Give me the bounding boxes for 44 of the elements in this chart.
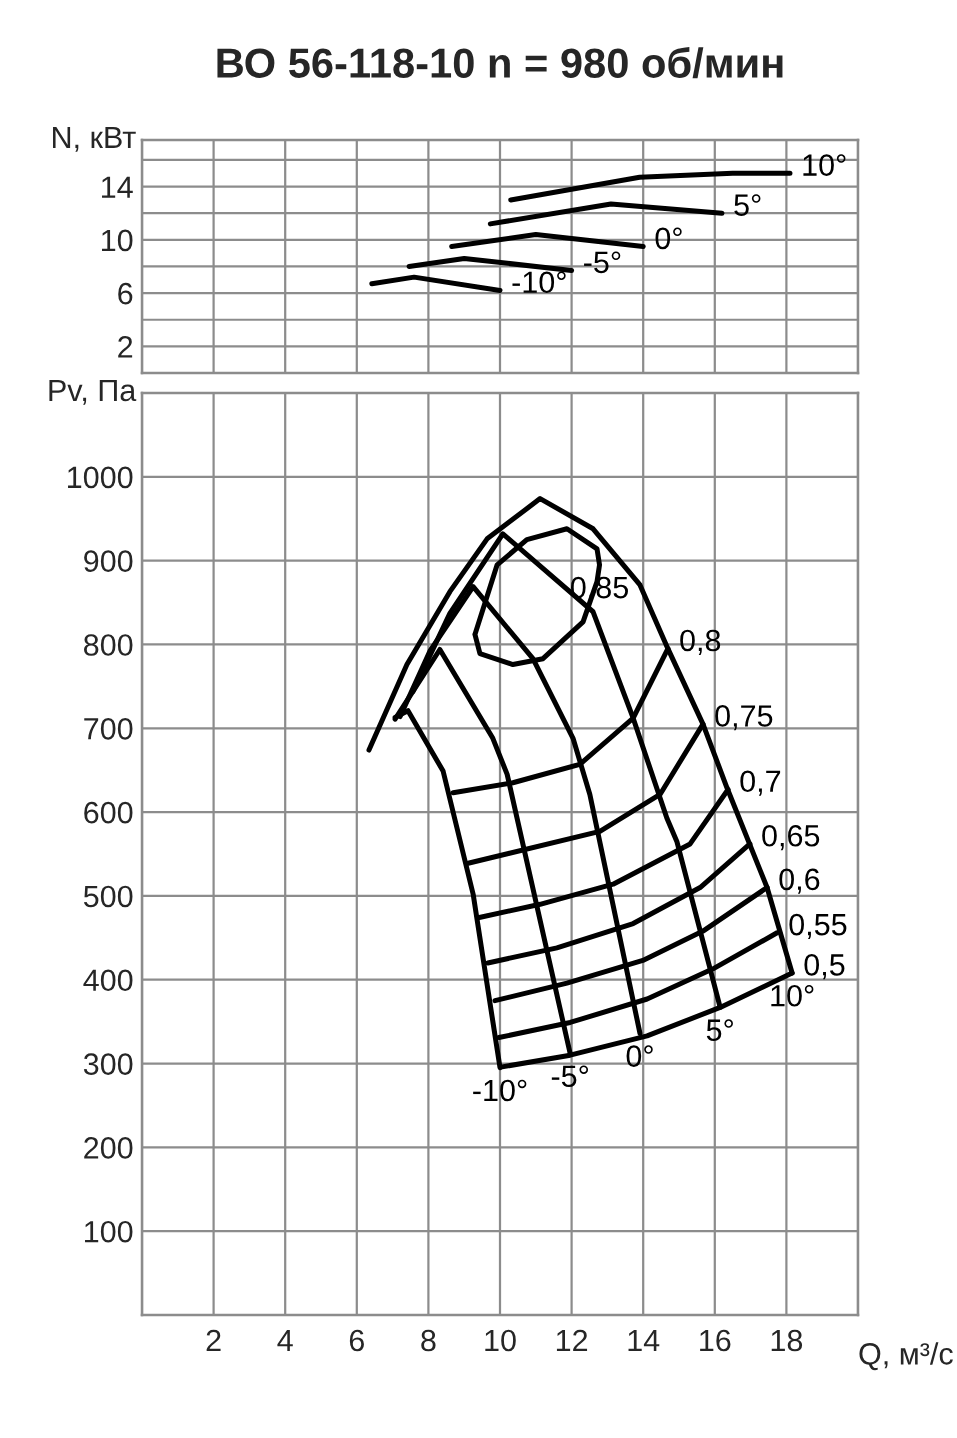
x-tick-label: 6 [349,1329,364,1352]
series-label: 0,55 [789,913,847,940]
y-tick-label: 600 [84,801,133,824]
series-label: -10° [473,1079,527,1102]
y-tick-label: 800 [84,634,133,656]
x-tick-label: 18 [771,1329,803,1352]
x-tick-label: 10 [485,1329,516,1352]
x-tick-label: 12 [556,1329,588,1352]
y-tick-label: 700 [84,718,133,740]
series-label: -5° [584,251,621,274]
y-tick-label: 14 [102,176,133,198]
series-label: -5° [551,1065,589,1088]
series-label: 5° [706,1019,733,1041]
x-axis-title: Q, м³/с [859,1342,953,1371]
x-tick-label: 4 [277,1330,293,1352]
y-tick-label: 200 [84,1137,133,1159]
series-label: 0° [626,1045,653,1067]
x-tick-label: 14 [628,1330,660,1352]
series-label: 0,8 [680,629,721,655]
y-tick-label: 900 [84,550,133,573]
series-label: 10° [771,984,814,1007]
series-label: 5° [734,194,761,216]
series-label: 0,65 [762,824,820,851]
chart-title: ВО 56-118-10 n = 980 об/мин [217,46,783,79]
series-label: 0,6 [779,868,820,894]
y-tick-label: 10 [102,229,133,252]
x-tick-label: 8 [421,1329,436,1352]
series-label: -10° [512,271,566,294]
y-tick-label: 100 [85,1220,133,1243]
y-tick-label: 400 [83,969,133,992]
x-tick-label: 16 [700,1329,731,1352]
y-axis-title: N, кВт [53,126,136,152]
series-label: 0,75 [715,705,773,731]
y-tick-label: 500 [83,885,133,908]
y-axis-title: Pv, Па [49,379,137,405]
series-label: 0,7 [740,770,781,796]
y-tick-label: 300 [83,1053,133,1075]
series-label: 10° [803,154,846,176]
y-tick-label: 6 [118,282,133,305]
series-label: 0° [655,227,682,250]
y-tick-label: 2 [118,336,133,358]
series-label: 0,5 [804,954,845,980]
x-tick-label: 2 [206,1329,221,1352]
y-tick-label: 1000 [68,466,133,489]
